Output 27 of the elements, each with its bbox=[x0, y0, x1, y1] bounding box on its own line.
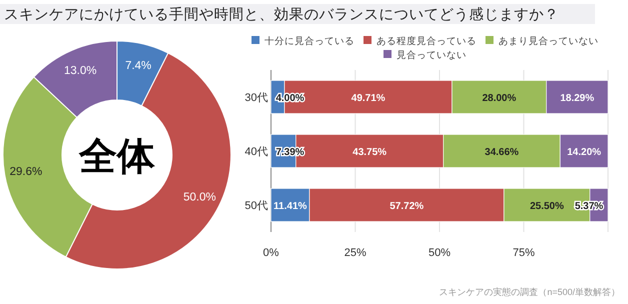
data-label: 11.41% bbox=[274, 201, 308, 212]
x-tick-label: 50% bbox=[428, 247, 451, 259]
data-label: 25.50% bbox=[530, 201, 564, 212]
y-tick-label: 40代 bbox=[244, 146, 268, 158]
data-label: 49.71% bbox=[351, 93, 386, 104]
text: スキンケアにかけている手間や時間と、効果のバランスについてどう感じますか？ bbox=[4, 6, 559, 23]
data-label: 57.72% bbox=[390, 201, 424, 212]
x-tick-label: 0% bbox=[263, 247, 280, 259]
text: 全体 bbox=[78, 136, 156, 178]
x-tick-label: 75% bbox=[512, 247, 535, 259]
data-label: 34.66% bbox=[484, 147, 519, 158]
y-tick-label: 50代 bbox=[244, 200, 268, 212]
legend-label: 見合っていない bbox=[396, 49, 466, 61]
data-label: 29.6% bbox=[10, 166, 42, 178]
legend-label: あまり見合っていない bbox=[498, 35, 598, 47]
data-label: 13.0% bbox=[64, 65, 97, 78]
legend-label: ある程度見合っている bbox=[376, 35, 476, 47]
data-label: 43.75% bbox=[352, 147, 387, 158]
legend-label: 十分に見合っている bbox=[264, 35, 354, 47]
y-tick-label: 30代 bbox=[244, 92, 268, 104]
data-label: 7.4% bbox=[125, 60, 152, 72]
data-label: 28.00% bbox=[482, 93, 516, 104]
text: スキンケアの実態の調査（n=500/単数解答） bbox=[439, 287, 620, 297]
data-label: 50.0% bbox=[183, 191, 216, 204]
x-tick-label: 25% bbox=[344, 247, 366, 259]
data-label: 18.29% bbox=[560, 93, 594, 104]
data-label: 14.20% bbox=[567, 147, 602, 158]
